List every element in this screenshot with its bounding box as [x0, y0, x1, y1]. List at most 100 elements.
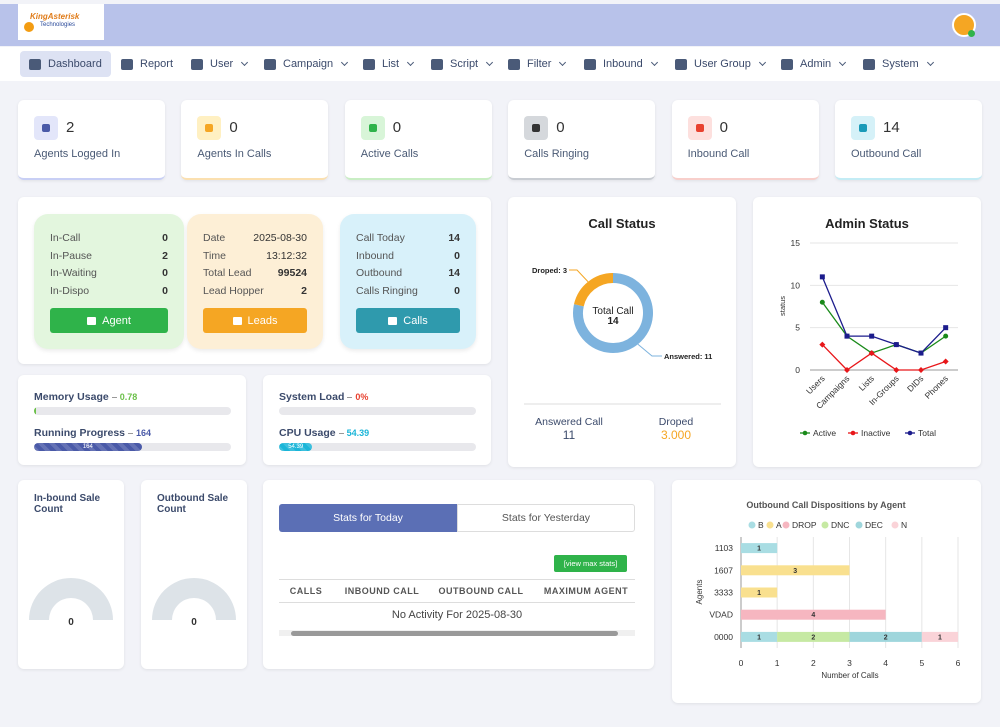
- row-label: Date: [203, 232, 226, 244]
- nav-item[interactable]: List: [354, 51, 422, 77]
- chevron: [926, 58, 934, 67]
- summary-button[interactable]: Agent: [50, 308, 168, 333]
- nav-label: Admin: [800, 58, 832, 70]
- nav-item[interactable]: System: [854, 51, 942, 77]
- separator: [347, 396, 353, 398]
- usage-label: System Load: [279, 391, 345, 403]
- tab-active[interactable]: Stats for Today: [279, 504, 457, 532]
- row-value: 0: [162, 284, 168, 297]
- row-label: In-Dispo: [50, 284, 90, 297]
- nav-label: List: [382, 58, 400, 70]
- row-value: 13:12:32: [266, 249, 307, 262]
- nav-item[interactable]: Script: [422, 51, 501, 77]
- stat-card: 0 Calls Ringing: [508, 100, 656, 180]
- nav-item[interactable]: Report: [112, 51, 182, 77]
- chevron: [559, 58, 567, 67]
- row-value: 0: [162, 232, 168, 244]
- row-label: Lead Hopper: [203, 284, 264, 297]
- gauge-value: 0: [191, 617, 197, 628]
- row-label: In-Call: [50, 232, 81, 244]
- button-icon: [232, 316, 242, 325]
- nav-icon: [508, 58, 520, 70]
- nav-item[interactable]: Dashboard: [20, 51, 111, 77]
- row-label: Inbound: [356, 249, 394, 262]
- stat-card: 0 Active Calls: [344, 100, 492, 180]
- card-value: 2: [66, 119, 75, 136]
- card-icon: [34, 116, 58, 140]
- scroll-thumb[interactable]: [291, 631, 618, 636]
- view-max-button[interactable]: [view max stats]: [554, 555, 627, 572]
- chevron: [486, 58, 494, 67]
- logo-icon: [24, 22, 34, 32]
- nav-item[interactable]: Campaign: [255, 51, 356, 77]
- row-value: 99524: [277, 267, 307, 279]
- usage-title: Running Progress 164: [34, 427, 151, 439]
- chevron: [650, 58, 658, 67]
- card-icon-glyph: [205, 124, 214, 132]
- tab[interactable]: Stats for Yesterday: [457, 504, 635, 532]
- row-value: 2025-08-30: [253, 232, 307, 244]
- usage-value: 0.78: [119, 392, 138, 402]
- nav-icon: [781, 58, 793, 70]
- progress-track: [34, 407, 231, 415]
- summary-box: Date 2025-08-30 Time 13:12:32 Total Lead 9952…: [187, 214, 323, 349]
- separator: [128, 432, 134, 434]
- nav-item[interactable]: User: [182, 51, 256, 77]
- stat-card: 2 Agents Logged In: [18, 100, 165, 180]
- gauge-value: 0: [68, 617, 74, 628]
- chevron: [758, 58, 766, 67]
- nav-item[interactable]: Admin: [772, 51, 854, 77]
- nav-item[interactable]: Inbound: [575, 51, 666, 77]
- stats-panel: Stats for Today Stats for Yesterday [view …: [263, 480, 654, 669]
- nav-label: User: [210, 58, 234, 70]
- nav-icon: [431, 58, 443, 70]
- column-header: MAXIMUM AGENT: [543, 586, 629, 596]
- stat-card: 14 Outbound Call: [835, 100, 982, 180]
- header-bar: [0, 4, 1000, 46]
- card-icon: [524, 116, 549, 140]
- card-icon-glyph: [859, 124, 867, 132]
- card-value: 0: [229, 119, 238, 136]
- row-value: 0: [162, 267, 168, 279]
- row-label: Outbound: [356, 267, 403, 279]
- card-icon-glyph: [42, 124, 50, 132]
- summary-button[interactable]: Calls: [356, 308, 460, 333]
- logo: KingAsterisk Technologies: [18, 4, 104, 40]
- row-label: Total Lead: [203, 267, 252, 279]
- chevron: [839, 58, 847, 67]
- avatar[interactable]: [952, 13, 976, 37]
- column-header: CALLS: [289, 586, 323, 596]
- usage-label: Memory Usage: [34, 391, 109, 403]
- table-rule: [279, 579, 635, 580]
- card-value: 0: [556, 119, 565, 136]
- table-rule: [279, 602, 635, 603]
- nav-icon: [863, 58, 875, 70]
- nav-label: Filter: [527, 58, 552, 70]
- row-label: Calls Ringing: [356, 284, 418, 297]
- nav-label: Report: [140, 58, 174, 70]
- online-dot: [968, 30, 975, 37]
- row-label: Call Today: [356, 232, 405, 244]
- usage-value: 0%: [355, 392, 369, 402]
- card-label: Active Calls: [360, 148, 419, 160]
- summary-button[interactable]: Leads: [203, 308, 307, 333]
- nav-item[interactable]: Filter: [499, 51, 574, 77]
- card-label: Outbound Call: [851, 148, 922, 160]
- nav-item[interactable]: User Group: [666, 51, 774, 77]
- call-status-panel: [508, 197, 736, 467]
- nav-icon: [121, 58, 133, 70]
- row-label: Time: [203, 249, 226, 262]
- nav-icon: [363, 58, 375, 70]
- button-label: Leads: [247, 314, 278, 327]
- gauge-panel: Outbound Sale Count 0: [141, 480, 247, 669]
- summary-box: In-Call 0 In-Pause 2 In-Waiting 0 In-Dispo 0 Age…: [34, 214, 184, 349]
- nav-label: Campaign: [283, 58, 334, 70]
- empty-row: No Activity For 2025-08-30: [391, 609, 523, 621]
- nav-icon: [191, 58, 203, 70]
- card-label: Inbound Call: [687, 148, 750, 160]
- button-label: Agent: [102, 314, 131, 327]
- row-value: 0: [454, 284, 460, 297]
- row-value: 14: [448, 232, 460, 244]
- column-header: INBOUND CALL: [344, 586, 420, 596]
